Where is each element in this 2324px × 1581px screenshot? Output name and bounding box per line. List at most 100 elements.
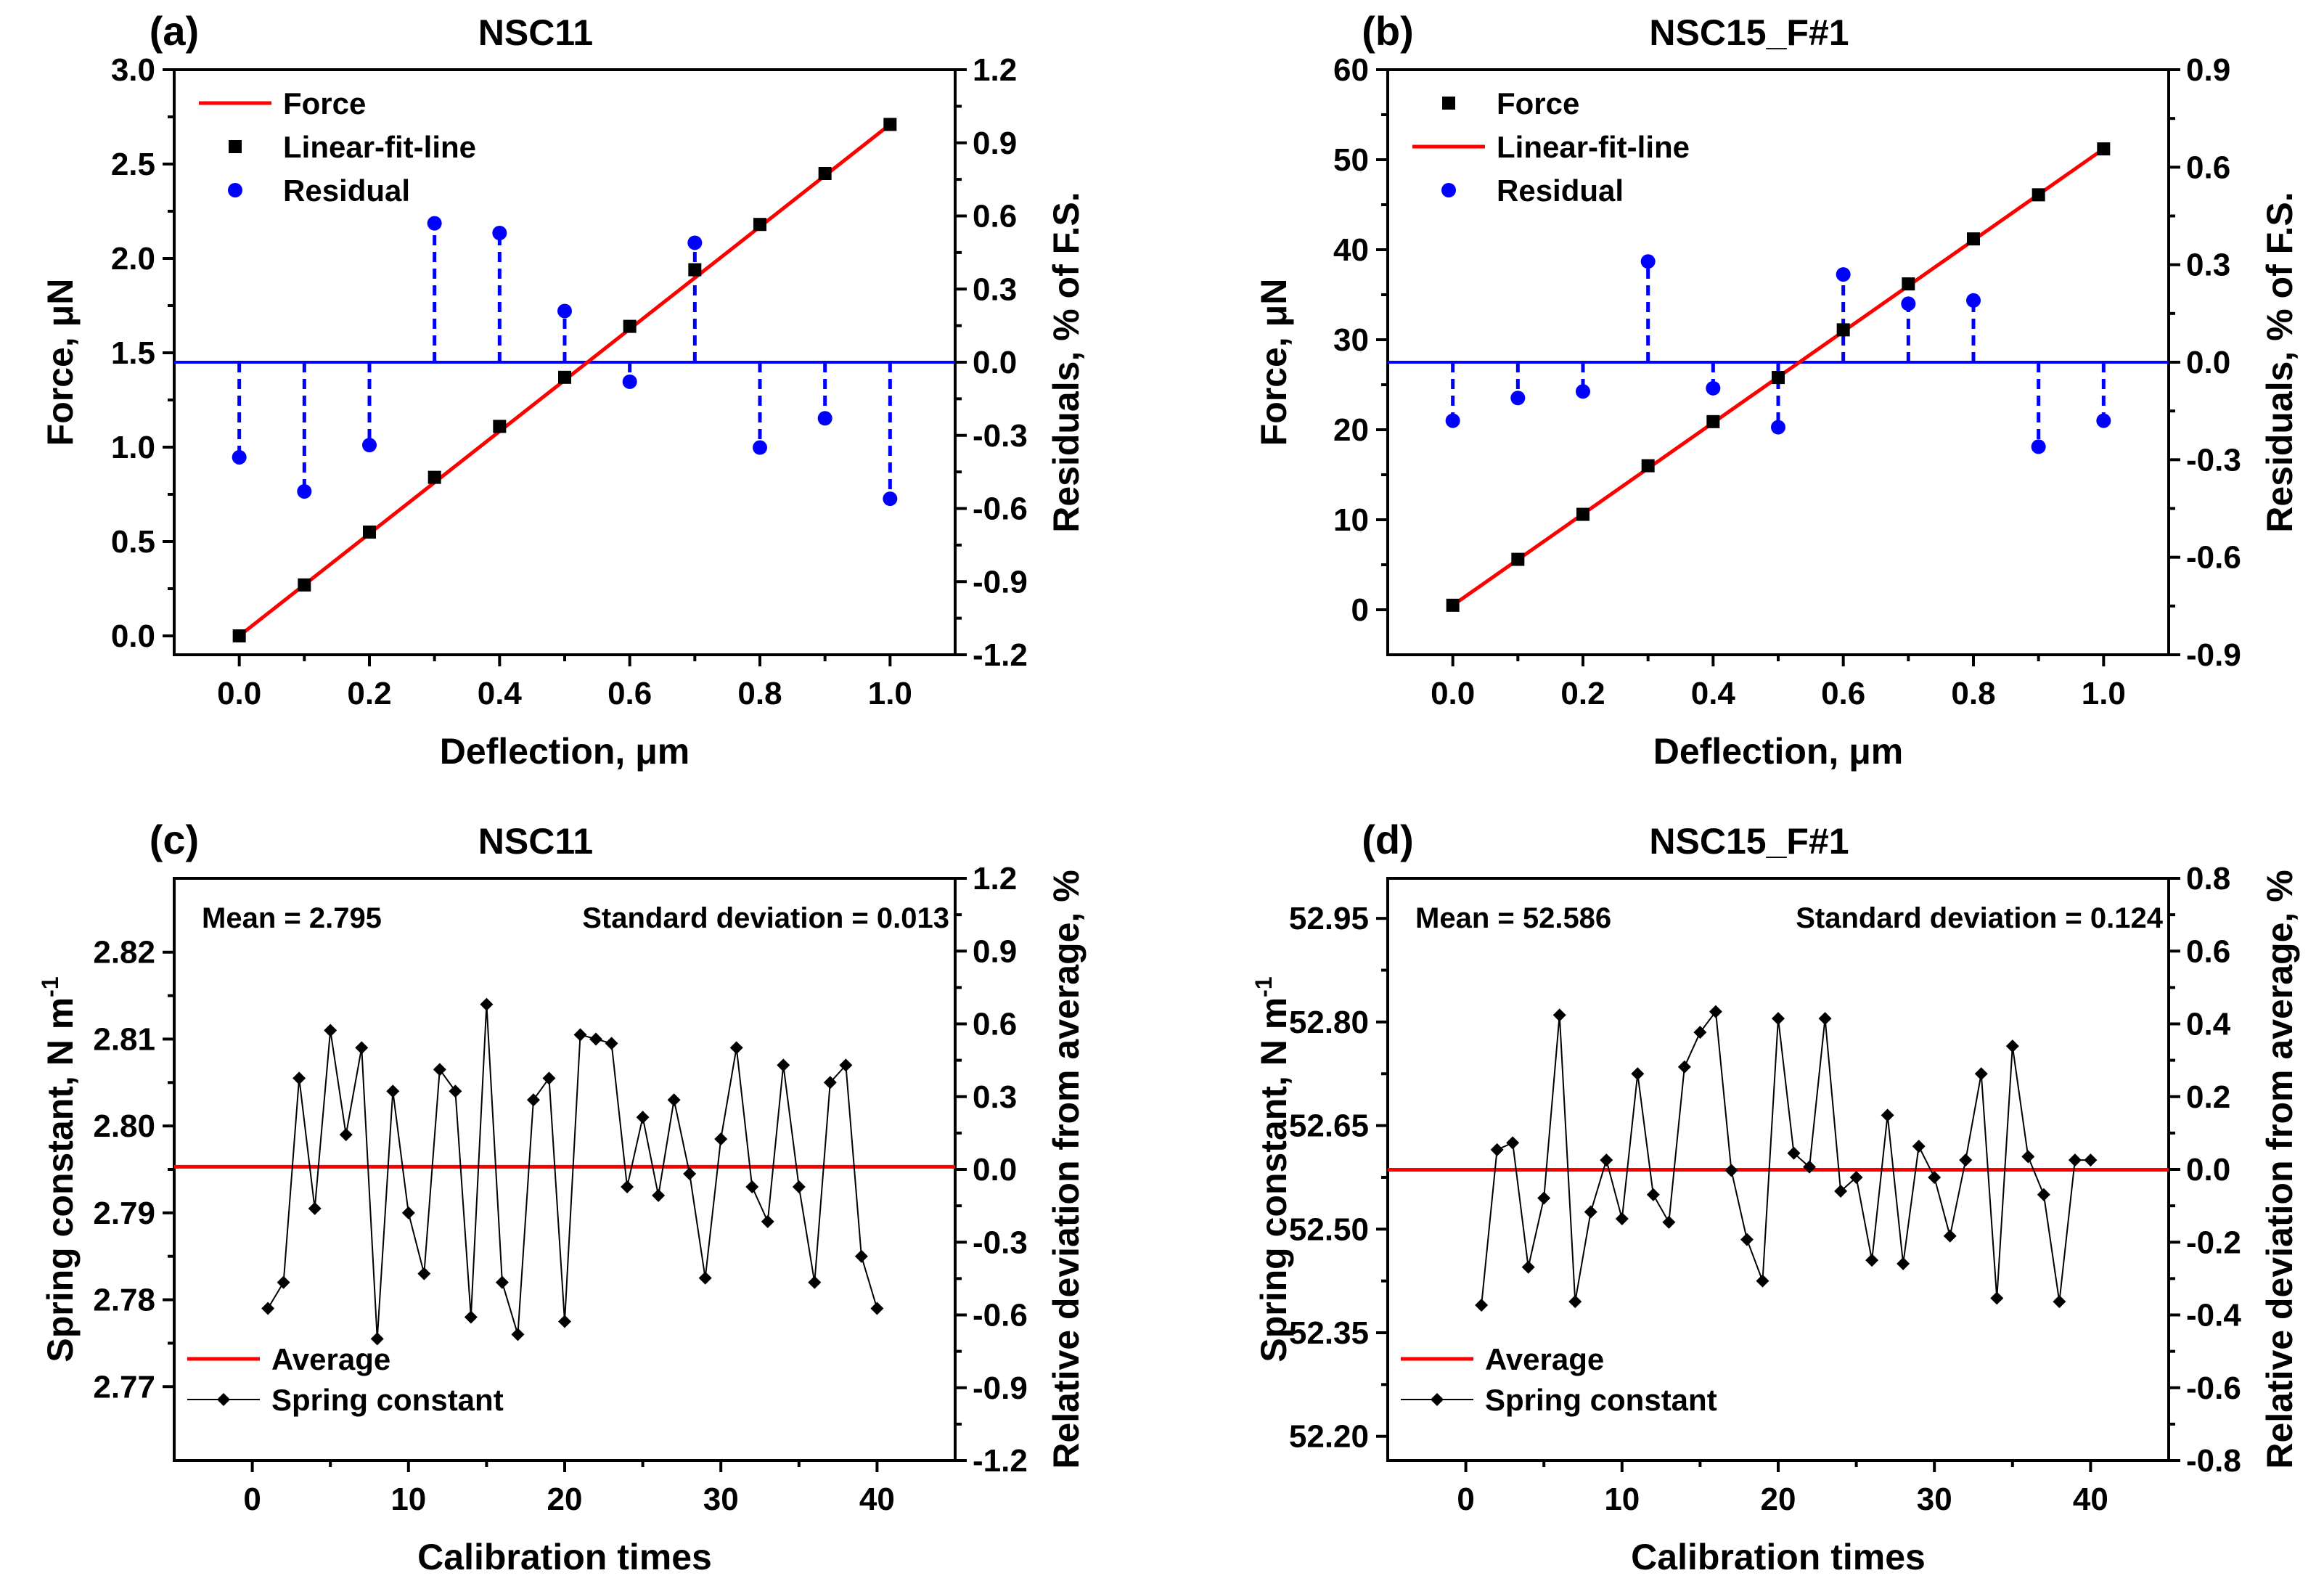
y2-axis-label: Relative deviation from average, % bbox=[1046, 870, 1087, 1468]
y-tick-label: 20 bbox=[1333, 412, 1369, 448]
spring-constant-point bbox=[1537, 1191, 1551, 1205]
y-tick-label: 1.5 bbox=[111, 335, 155, 371]
spring-constant-point bbox=[370, 1332, 384, 1346]
x-tick-label: 0.4 bbox=[478, 676, 523, 711]
spring-constant-point bbox=[401, 1206, 415, 1220]
y2-axis-label: Residuals, % of F.S. bbox=[1046, 192, 1087, 533]
spring-constant-point bbox=[839, 1058, 853, 1072]
x-tick-label: 0.0 bbox=[1431, 676, 1475, 711]
y2-tick-label: 0.0 bbox=[973, 1152, 1017, 1188]
spring-constant-point bbox=[1803, 1160, 1817, 1174]
spring-constant-point bbox=[714, 1132, 728, 1146]
spring-constant-point bbox=[417, 1267, 431, 1280]
y2-tick-label: -1.2 bbox=[973, 1443, 1028, 1479]
force-point bbox=[1511, 552, 1525, 566]
spring-constant-point bbox=[308, 1201, 322, 1215]
spring-constant-point bbox=[729, 1041, 743, 1055]
spring-constant-point bbox=[1677, 1060, 1691, 1074]
y2-tick-label: -0.6 bbox=[2186, 540, 2241, 576]
residual-point bbox=[1640, 254, 1656, 269]
spring-constant-point bbox=[2005, 1039, 2019, 1053]
y2-tick-label: -0.4 bbox=[2186, 1298, 2241, 1333]
spring-constant-point bbox=[636, 1111, 650, 1124]
legend-label: Residual bbox=[283, 173, 410, 208]
spring-constant-point bbox=[667, 1093, 681, 1107]
mean-annotation: Mean = 52.586 bbox=[1415, 902, 1611, 934]
force-point bbox=[363, 526, 376, 539]
x-tick-label: 0.0 bbox=[217, 676, 261, 711]
y2-tick-label: 0.6 bbox=[973, 199, 1017, 234]
y2-tick-label: 0.0 bbox=[2186, 345, 2230, 380]
spring-constant-point bbox=[573, 1028, 587, 1042]
x-tick-label: 30 bbox=[703, 1482, 739, 1517]
force-point bbox=[298, 578, 311, 592]
spring-constant-point bbox=[1615, 1212, 1629, 1226]
spring-constant-point bbox=[1568, 1295, 1582, 1309]
spring-constant-line bbox=[267, 1004, 878, 1339]
panel-d: 0 10 20 30 40 52.20 52.35 52.50 52.65 52.80 52.95 -… bbox=[1251, 817, 2300, 1577]
spring-constant-point bbox=[870, 1302, 884, 1315]
y-tick-label: 30 bbox=[1333, 322, 1369, 358]
y2-axis-label: Relative deviation from average, % bbox=[2259, 870, 2300, 1468]
residual-point bbox=[1966, 293, 1981, 308]
chart-title: NSC11 bbox=[478, 821, 593, 862]
y-tick-label: 60 bbox=[1333, 52, 1369, 88]
force-point bbox=[493, 420, 507, 433]
y-tick-label: 2.82 bbox=[93, 935, 155, 971]
residual-point bbox=[1576, 384, 1590, 399]
panel-a: 0.0 0.2 0.4 0.6 0.8 1.0 0.0 0.5 1.0 1.5 2.0 2.5 3.0 -… bbox=[40, 8, 1087, 772]
spring-constant-point bbox=[1584, 1205, 1597, 1219]
residual-point bbox=[232, 449, 247, 465]
spring-constant-point bbox=[355, 1041, 369, 1055]
spring-constant-point bbox=[1772, 1012, 1785, 1026]
y2-tick-label: 0.3 bbox=[973, 1079, 1017, 1115]
force-point bbox=[883, 118, 897, 131]
legend-swatch-square bbox=[1442, 97, 1455, 110]
y-tick-label: 52.95 bbox=[1289, 901, 1369, 936]
x-tick-label: 1.0 bbox=[868, 676, 912, 711]
spring-constant-point bbox=[1974, 1067, 1988, 1081]
y2-tick-label: 0.6 bbox=[973, 1007, 1017, 1042]
spring-constant-point bbox=[1693, 1026, 1707, 1039]
spring-constant-point bbox=[277, 1275, 290, 1289]
y-axis-label: Force, μN bbox=[40, 279, 81, 446]
y2-tick-label: 1.2 bbox=[973, 861, 1017, 896]
mean-annotation: Mean = 2.795 bbox=[202, 902, 382, 934]
spring-constant-point bbox=[2053, 1295, 2066, 1309]
y2-tick-label: 0.4 bbox=[2186, 1007, 2231, 1042]
force-point bbox=[1641, 459, 1655, 473]
y2-tick-label: -0.6 bbox=[973, 1298, 1028, 1333]
spring-constant-point bbox=[621, 1180, 634, 1193]
spring-constant-point bbox=[2084, 1153, 2098, 1167]
y2-tick-label: 0.9 bbox=[2186, 52, 2230, 88]
y-tick-label: 40 bbox=[1333, 232, 1369, 268]
spring-constant-point bbox=[1928, 1170, 1942, 1184]
y2-axis-label: Residuals, % of F.S. bbox=[2259, 192, 2300, 533]
y2-tick-label: -0.6 bbox=[2186, 1370, 2241, 1406]
residual-point bbox=[1445, 413, 1460, 428]
y2-tick-label: 0.2 bbox=[2186, 1079, 2230, 1115]
spring-constant-point bbox=[683, 1167, 697, 1180]
x-tick-label: 0 bbox=[243, 1482, 261, 1517]
x-tick-label: 0.2 bbox=[1560, 676, 1605, 711]
x-tick-label: 30 bbox=[1917, 1482, 1952, 1517]
force-point bbox=[1967, 232, 1980, 246]
x-tick-label: 0.6 bbox=[1821, 676, 1865, 711]
spring-constant-point bbox=[480, 997, 494, 1011]
spring-constant-point bbox=[261, 1302, 275, 1315]
x-tick-label: 0.6 bbox=[607, 676, 652, 711]
residual-point bbox=[1510, 391, 1526, 406]
panel-label: (a) bbox=[150, 8, 199, 54]
y2-tick-label: -0.6 bbox=[973, 491, 1028, 527]
legend-label: Average bbox=[271, 1342, 390, 1376]
y-tick-label: 52.80 bbox=[1289, 1005, 1369, 1040]
y-tick-label: 2.0 bbox=[111, 241, 155, 277]
y-tick-label: 0 bbox=[1351, 592, 1369, 628]
force-point bbox=[1902, 277, 1915, 291]
residual-point bbox=[427, 216, 442, 231]
force-point bbox=[753, 218, 766, 232]
spring-constant-point bbox=[1600, 1153, 1613, 1167]
y2-tick-label: 0.0 bbox=[2186, 1152, 2230, 1188]
spring-constant-point bbox=[1724, 1164, 1738, 1177]
y2-tick-label: -0.3 bbox=[2186, 442, 2241, 478]
